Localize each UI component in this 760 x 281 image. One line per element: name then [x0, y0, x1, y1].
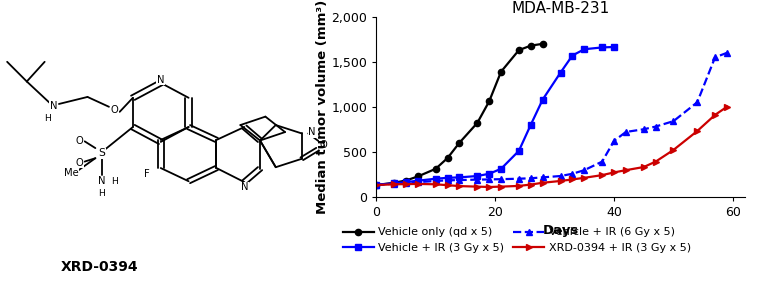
Text: N: N	[50, 101, 57, 111]
Text: N: N	[98, 176, 106, 186]
Text: O: O	[76, 158, 84, 168]
Text: O: O	[319, 140, 327, 150]
Text: N: N	[241, 182, 248, 192]
Title: MDA-MB-231: MDA-MB-231	[511, 1, 610, 16]
Text: O: O	[76, 135, 84, 146]
Text: H: H	[44, 114, 51, 123]
X-axis label: Days: Days	[543, 224, 578, 237]
Y-axis label: Median tumor volume (mm³): Median tumor volume (mm³)	[315, 0, 328, 214]
Text: F: F	[144, 169, 149, 179]
Text: N: N	[308, 127, 315, 137]
Text: Me: Me	[64, 168, 79, 178]
Text: O: O	[110, 105, 118, 115]
Text: N: N	[157, 74, 164, 85]
Text: XRD-0394: XRD-0394	[62, 260, 139, 274]
Text: S: S	[98, 148, 105, 158]
Text: H: H	[111, 177, 118, 186]
Legend: Vehicle only (qd x 5), Vehicle + IR (3 Gy x 5), Vehicle + IR (6 Gy x 5), XRD-039: Vehicle only (qd x 5), Vehicle + IR (3 G…	[343, 228, 691, 253]
Text: H: H	[98, 189, 105, 198]
